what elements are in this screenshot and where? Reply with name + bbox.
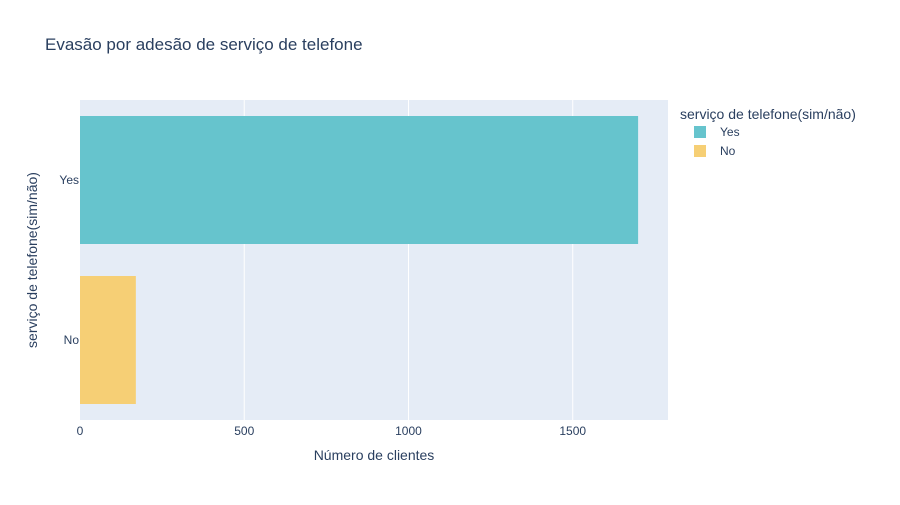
x-axis-title: Número de clientes	[314, 447, 435, 463]
x-axis-ticks: 0 500 1000 1500	[77, 424, 587, 438]
y-axis-title: serviço de telefone(sim/não)	[24, 172, 40, 348]
legend-swatch[interactable]	[694, 126, 706, 138]
x-tick-label: 1000	[395, 424, 422, 438]
legend: serviço de telefone(sim/não) Yes No	[680, 106, 856, 158]
legend-label[interactable]: Yes	[720, 125, 740, 139]
y-tick-label: Yes	[59, 173, 79, 187]
bar-no[interactable]	[80, 276, 136, 404]
legend-label[interactable]: No	[720, 144, 736, 158]
x-tick-label: 0	[77, 424, 84, 438]
bars	[80, 116, 639, 404]
x-tick-label: 500	[234, 424, 254, 438]
legend-items: Yes No	[694, 125, 740, 158]
x-tick-label: 1500	[559, 424, 586, 438]
y-axis-ticks: Yes No	[59, 173, 79, 347]
y-tick-label: No	[64, 333, 80, 347]
chart-title: Evasão por adesão de serviço de telefone	[45, 35, 363, 54]
legend-swatch[interactable]	[694, 145, 706, 157]
bar-yes[interactable]	[80, 116, 639, 244]
legend-title: serviço de telefone(sim/não)	[680, 106, 856, 122]
